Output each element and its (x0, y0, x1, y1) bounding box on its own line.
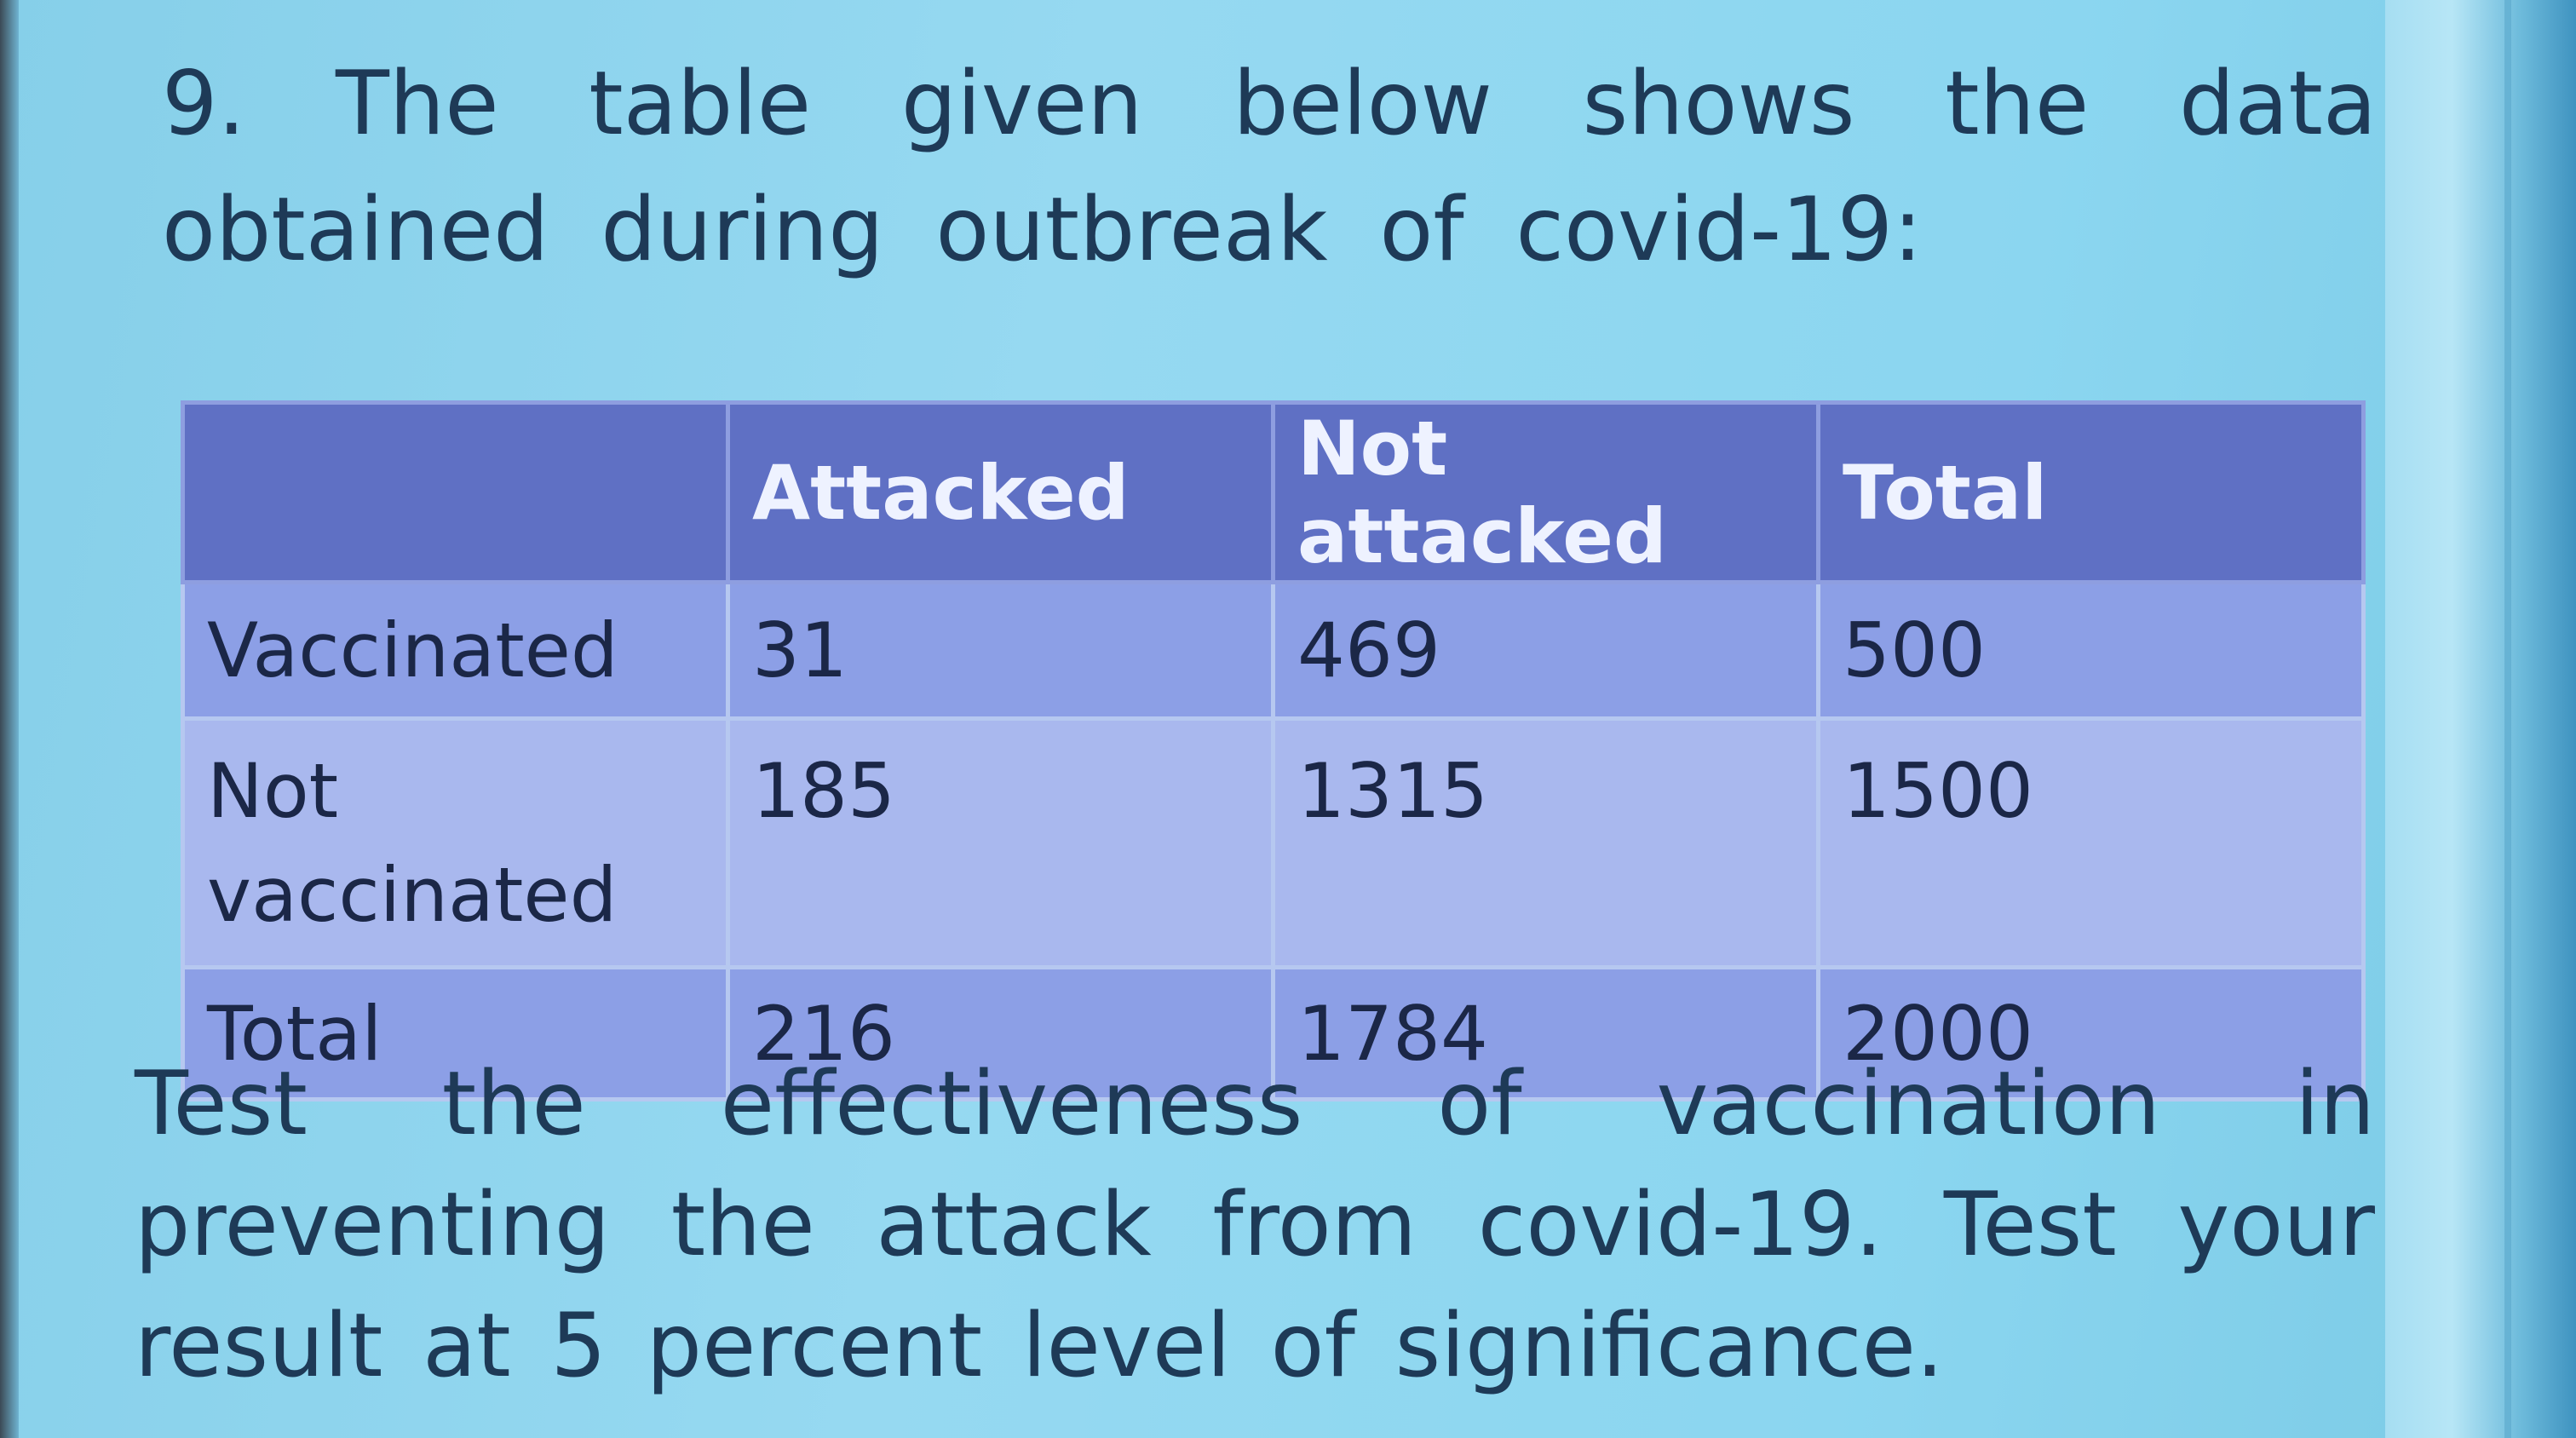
question-text: 9. The table given below shows the data … (162, 53, 2377, 281)
slide-left-edge (0, 0, 19, 1438)
row-label: Vaccinated (181, 580, 730, 721)
followup-text: Test the effectiveness of vaccination in… (135, 1053, 2375, 1397)
cell-not-attacked: 469 (1271, 580, 1820, 721)
cell-attacked: 185 (726, 716, 1275, 969)
cell-total: 2000 (1816, 965, 2366, 1102)
header-attacked: Attacked (726, 400, 1275, 584)
covid-data-table: Attacked Not attacked Total Vaccinated 3… (181, 400, 2366, 1102)
table-row: Vaccinated 31 469 500 (181, 580, 2366, 721)
cell-attacked: 216 (726, 965, 1275, 1102)
cell-not-attacked: 1315 (1271, 716, 1820, 969)
header-not-attacked: Not attacked (1271, 400, 1820, 584)
header-total: Total (1816, 400, 2366, 584)
slide-right-margin (2385, 0, 2576, 1438)
table-header-row: Attacked Not attacked Total (181, 400, 2366, 584)
header-corner (181, 400, 730, 584)
cell-not-attacked: 1784 (1271, 965, 1820, 1102)
row-label: Not vaccinated (181, 716, 730, 969)
table-row: Total 216 1784 2000 (181, 965, 2366, 1102)
cell-total: 500 (1816, 580, 2366, 721)
slide: 9. The table given below shows the data … (0, 0, 2521, 1438)
row-label: Total (181, 965, 730, 1102)
margin-divider (2504, 0, 2511, 1438)
table-row: Not vaccinated 185 1315 1500 (181, 716, 2366, 969)
cell-total: 1500 (1816, 716, 2366, 969)
cell-attacked: 31 (726, 580, 1275, 721)
